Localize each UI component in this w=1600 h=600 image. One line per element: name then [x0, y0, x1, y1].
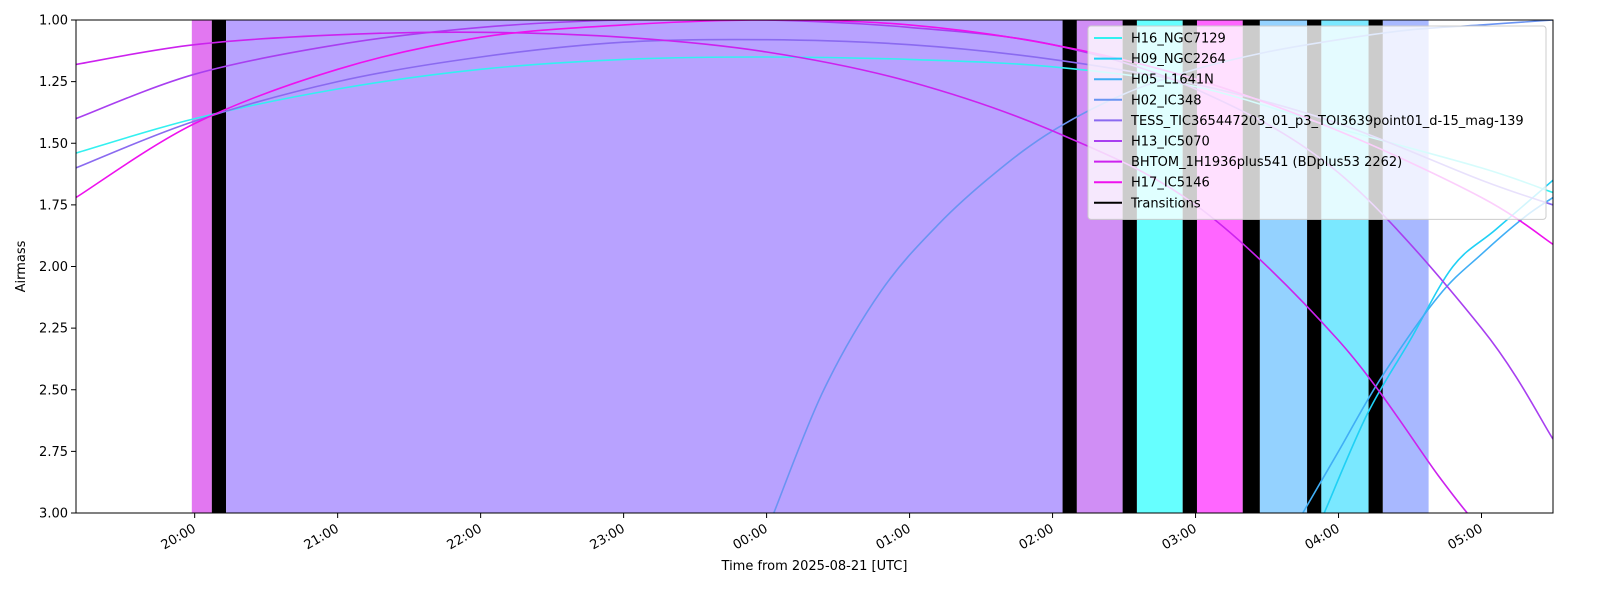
y-tick-label-6: 2.50: [39, 383, 68, 398]
x-axis-label: Time from 2025-08-21 [UTC]: [721, 559, 908, 574]
y-tick-label-3: 1.75: [39, 198, 68, 213]
observation-span-2: [226, 20, 1063, 513]
x-axis: 20:00 21:00 22:00 23:00 00:00 01:00 02:00 03:00…: [159, 513, 1486, 553]
legend-box: [1087, 25, 1547, 220]
legend-label-5: H13_IC5070: [1131, 135, 1210, 150]
y-axis: 1.00 1.25 1.50 1.75 2.00 2.25 2.50 2.75 3.00: [39, 14, 76, 522]
y-tick-label-0: 1.00: [39, 14, 68, 29]
y-tick-label-7: 2.75: [39, 445, 68, 460]
y-tick-label-4: 2.00: [39, 260, 68, 275]
x-tick-label-1: 21:00: [302, 521, 342, 553]
y-axis-label: Airmass: [14, 240, 29, 292]
legend-label-1: H09_NGC2264: [1131, 52, 1226, 67]
legend-label-3: H02_IC348: [1131, 93, 1202, 108]
y-tick-label-1: 1.25: [39, 75, 68, 90]
legend: H16_NGC7129 H09_NGC2264 H05_L1641N H02_IC34…: [1087, 25, 1547, 220]
legend-label-6: BHTOM_1H1936plus541 (BDplus53 2262): [1131, 155, 1402, 170]
x-tick-label-6: 02:00: [1017, 521, 1057, 553]
legend-label-2: H05_L1641N: [1131, 73, 1214, 88]
x-tick-label-9: 05:00: [1446, 521, 1486, 553]
y-tick-label-2: 1.50: [39, 137, 68, 152]
transition-bar-3: [1062, 20, 1077, 513]
y-tick-label-8: 3.00: [39, 507, 68, 522]
x-tick-label-8: 04:00: [1303, 521, 1343, 553]
x-tick-label-4: 00:00: [731, 521, 771, 553]
legend-label-0: H16_NGC7129: [1131, 32, 1226, 47]
series-line-6: [76, 31, 1468, 513]
x-tick-label-0: 20:00: [159, 521, 199, 553]
x-tick-label-3: 23:00: [588, 521, 628, 553]
x-tick-label-2: 22:00: [445, 521, 485, 553]
x-tick-label-7: 03:00: [1160, 521, 1200, 553]
transition-bar-1: [211, 20, 227, 513]
x-tick-label-5: 01:00: [874, 521, 914, 553]
observation-span-0: [191, 20, 212, 513]
y-tick-label-5: 2.25: [39, 322, 68, 337]
legend-label-7: H17_IC5146: [1131, 176, 1210, 191]
legend-label-4: TESS_TIC365447203_01_p3_TOI3639point01_d…: [1130, 114, 1524, 129]
legend-label-8: Transitions: [1130, 196, 1201, 211]
